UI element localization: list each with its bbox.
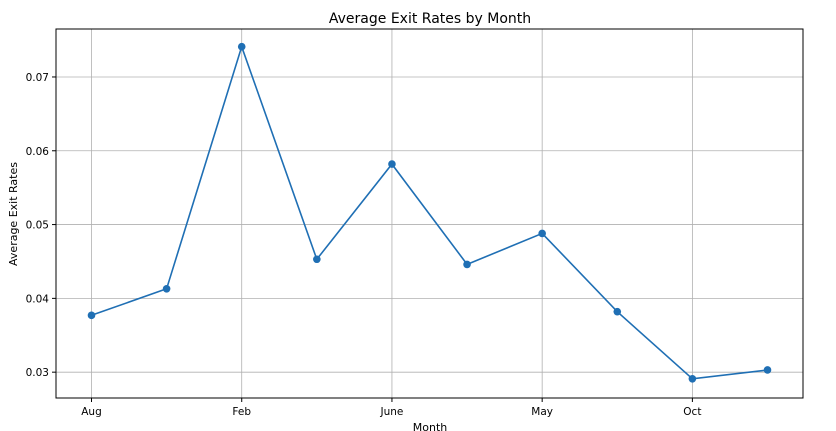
x-tick-label: Oct (683, 406, 701, 418)
data-point (763, 366, 772, 374)
x-tick-label: May (531, 406, 553, 418)
y-tick-label: 0.03 (26, 367, 49, 379)
series-layer (87, 42, 772, 383)
x-tick-label: Aug (81, 406, 102, 418)
x-tick-label: Feb (232, 406, 251, 418)
ticks-layer: Aug Feb June May Oct 0.03 0.04 0.05 0.06 0.07 (26, 72, 702, 418)
chart-title: Average Exit Rates by Month (329, 11, 531, 27)
data-point (87, 311, 96, 320)
data-point (313, 255, 321, 264)
data-point (463, 260, 471, 269)
data-point (388, 160, 396, 168)
plot-frame (55, 28, 804, 399)
y-tick-label: 0.07 (26, 72, 49, 84)
grid (56, 29, 803, 398)
series-line (91, 44, 768, 380)
data-point (613, 307, 622, 316)
y-tick-label: 0.06 (26, 146, 50, 158)
y-tick-label: 0.05 (26, 220, 49, 232)
data-point (162, 284, 171, 293)
y-axis-label: Average Exit Rates (7, 162, 20, 266)
y-tick-label: 0.04 (26, 293, 50, 305)
data-point (688, 375, 697, 383)
data-point (237, 42, 246, 51)
x-axis-label: Month (413, 421, 448, 431)
x-tick-label: June (380, 406, 404, 418)
data-point (538, 229, 546, 238)
